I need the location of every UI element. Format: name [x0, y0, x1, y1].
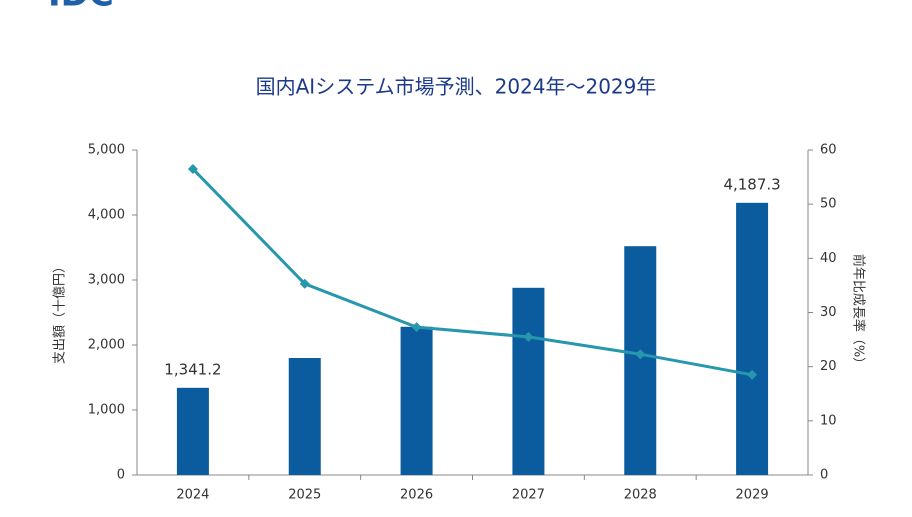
x-tick-label: 2029 — [736, 488, 769, 503]
y-tick-label: 2,000 — [88, 338, 125, 353]
line-marker — [635, 349, 646, 360]
y2-tick-label: 10 — [820, 413, 837, 428]
y2-axis-label: 前年比成長率（%） — [851, 254, 867, 370]
logo: IDC — [48, 0, 114, 15]
y-tick-label: 3,000 — [88, 273, 125, 288]
line-marker — [299, 278, 310, 289]
x-tick-label: 2026 — [400, 488, 433, 503]
bar — [400, 326, 433, 475]
x-tick-label: 2024 — [176, 488, 209, 503]
x-tick-label: 2027 — [512, 488, 545, 503]
y-tick-label: 0 — [117, 468, 125, 483]
y2-tick-label: 60 — [820, 143, 837, 158]
data-label: 1,341.2 — [164, 360, 221, 378]
line-marker — [747, 369, 758, 380]
line — [191, 167, 753, 377]
y2-tick-label: 40 — [820, 251, 837, 266]
bar — [288, 358, 321, 475]
y-tick-label: 1,000 — [88, 403, 125, 418]
line-marker — [411, 322, 422, 333]
y-tick-label: 5,000 — [88, 143, 125, 158]
line-marker — [187, 163, 198, 174]
x-tick-label: 2028 — [624, 488, 657, 503]
bar — [512, 287, 545, 475]
y2-tick-label: 30 — [820, 305, 837, 320]
x-tick-label: 2025 — [288, 488, 321, 503]
line-marker — [523, 331, 534, 342]
chart-title: 国内AIシステム市場予測、2024年～2029年 — [256, 75, 657, 99]
y2-tick-label: 50 — [820, 197, 837, 212]
y2-tick-label: 20 — [820, 359, 837, 374]
y-tick-label: 4,000 — [88, 208, 125, 223]
y-axis-label: 支出額（十億円） — [52, 260, 68, 364]
bar — [624, 246, 657, 475]
bar — [736, 202, 769, 475]
bar — [176, 387, 209, 475]
data-label: 4,187.3 — [723, 175, 780, 193]
y2-tick-label: 0 — [820, 468, 828, 483]
